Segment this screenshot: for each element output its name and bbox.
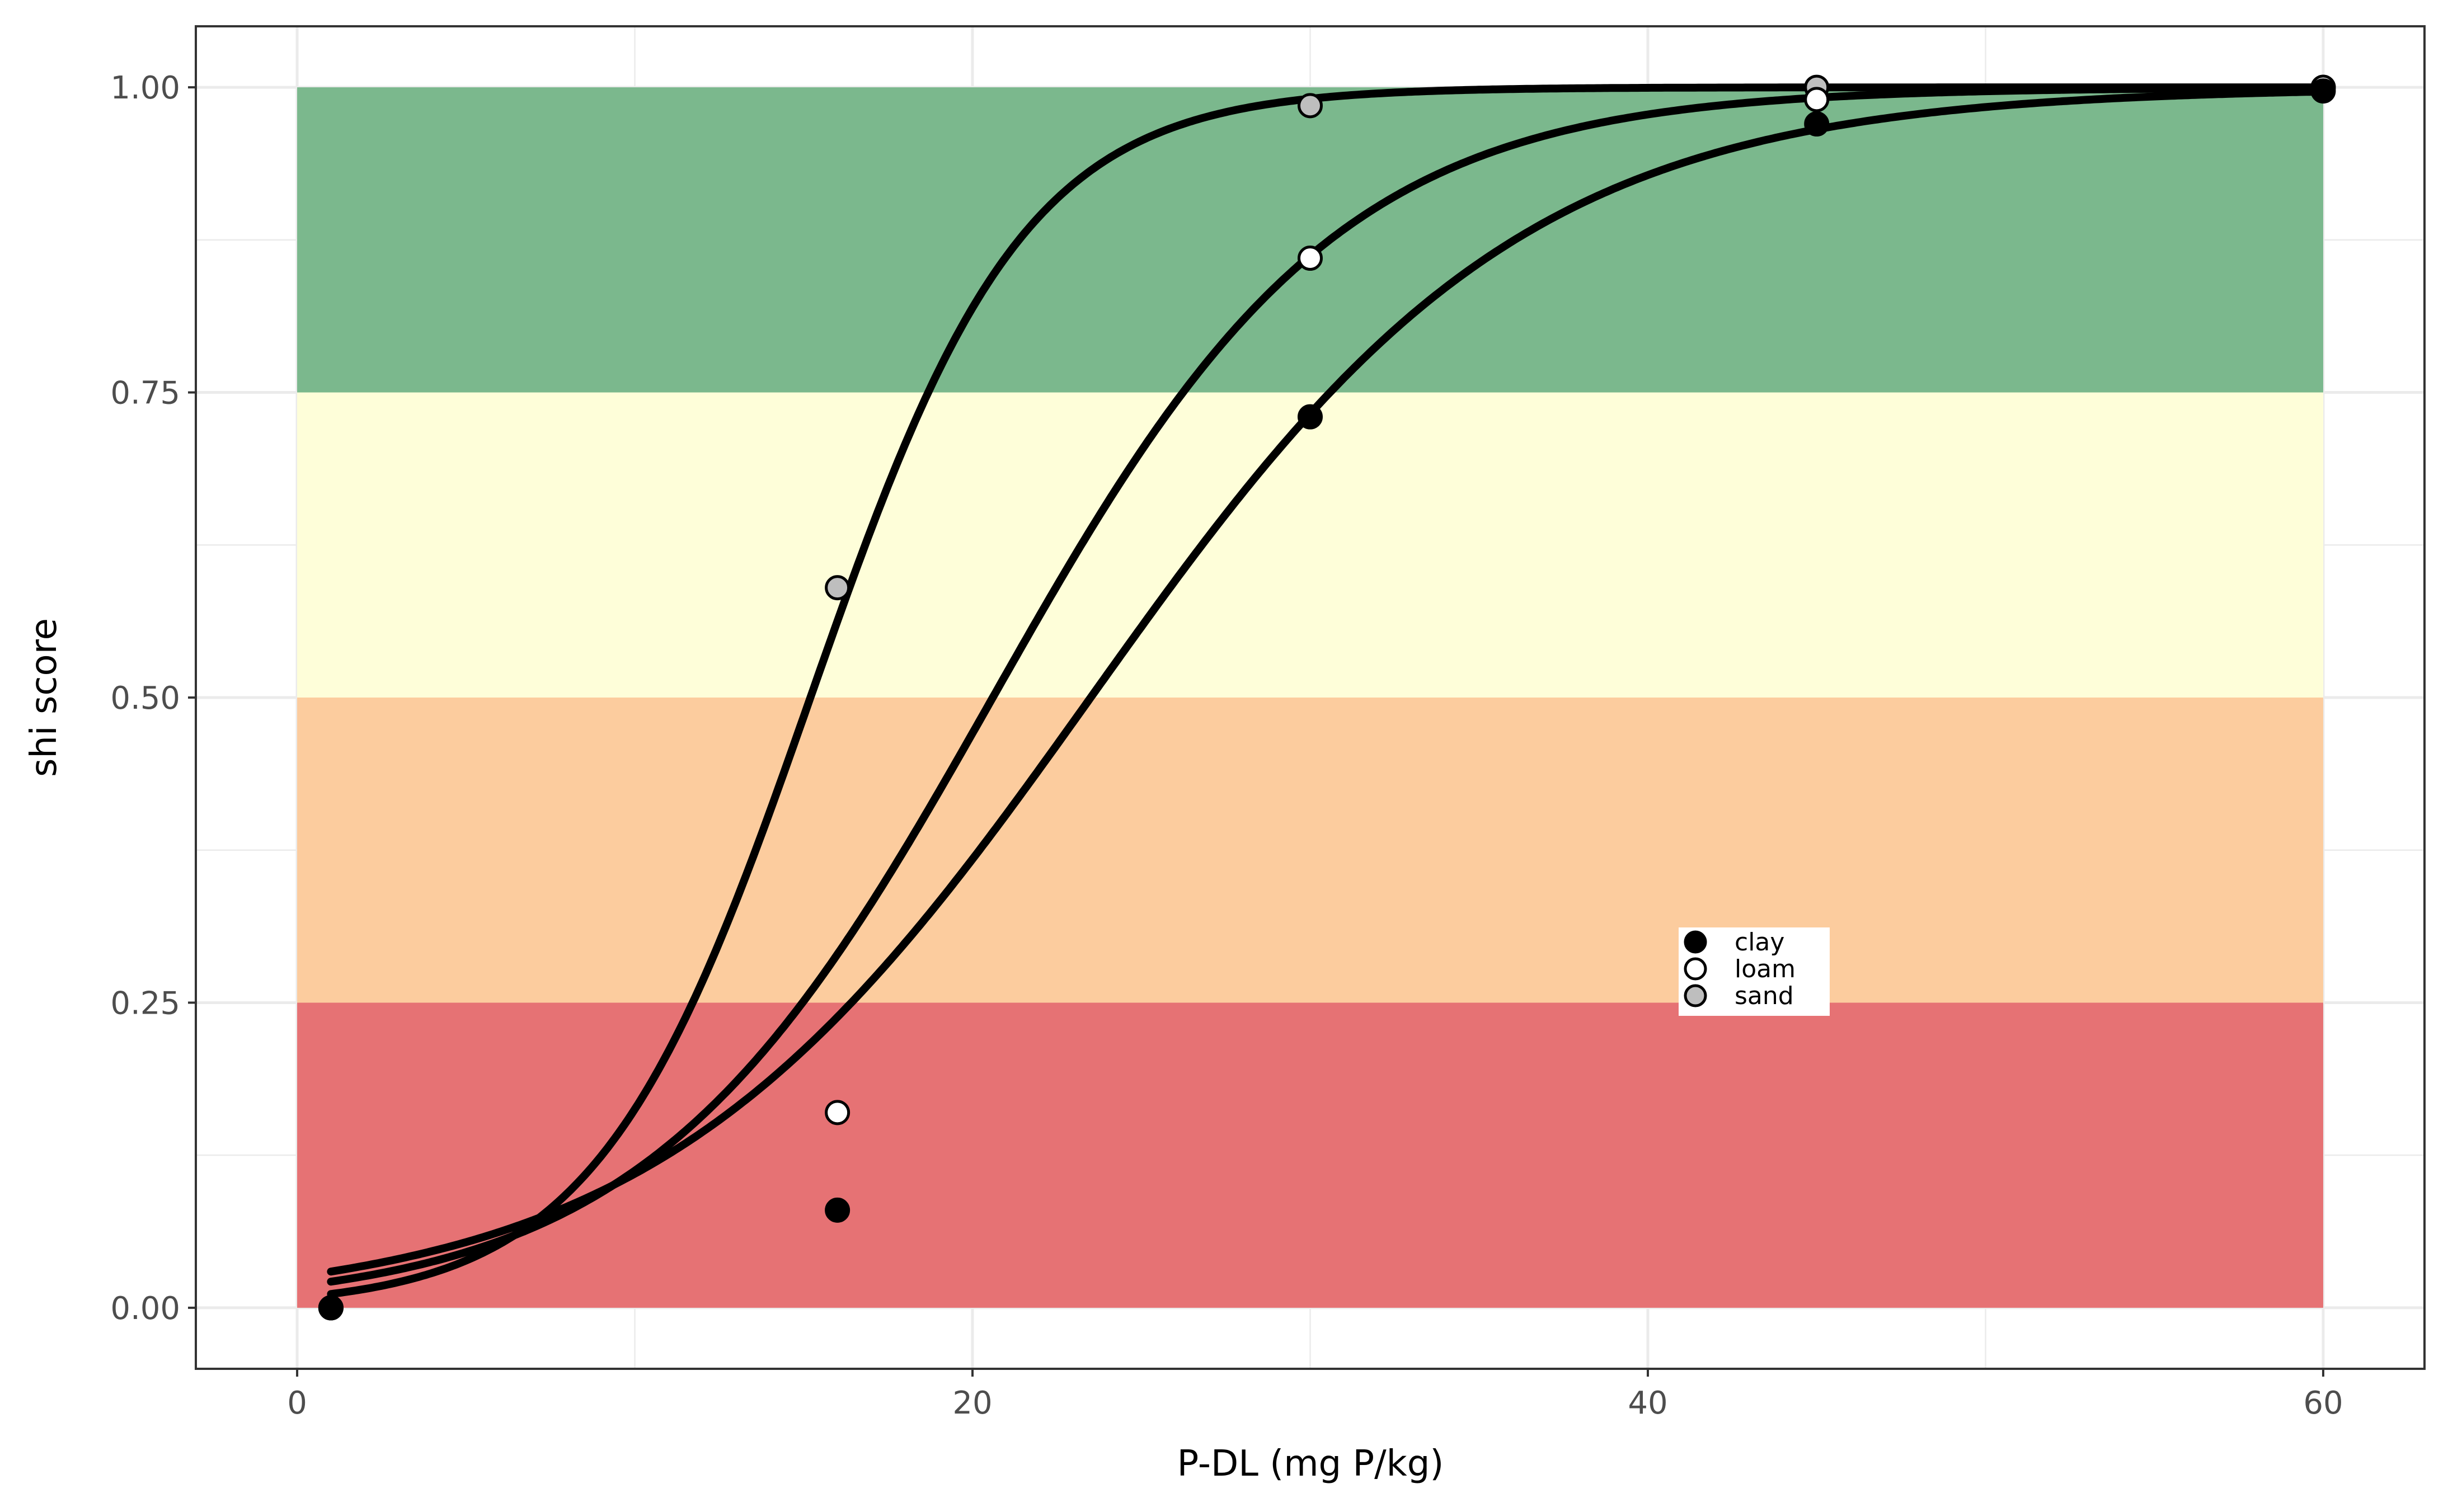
y-tick-label: 0.50 <box>110 680 180 717</box>
point-clay <box>318 1295 344 1321</box>
point-clay <box>1298 404 1323 430</box>
x-tick-label: 0 <box>287 1385 307 1421</box>
y-tick-label: 1.00 <box>110 70 180 106</box>
score-band <box>297 392 2323 698</box>
y-tick-label: 0.00 <box>110 1290 180 1327</box>
point-clay <box>825 1197 851 1223</box>
legend-label-clay: clay <box>1735 928 1784 957</box>
legend-key-sand <box>1684 984 1707 1007</box>
point-loam <box>825 1100 851 1125</box>
y-tick-label: 0.25 <box>110 985 180 1021</box>
point-sand <box>825 575 851 601</box>
x-axis-title: P-DL (mg P/kg) <box>1177 1443 1444 1485</box>
x-axis: 0 20 40 60 <box>287 1369 2343 1421</box>
x-tick-label: 40 <box>1628 1385 1667 1421</box>
score-bands <box>297 87 2323 1308</box>
point-loam <box>1804 87 1830 112</box>
point-clay <box>2310 78 2336 104</box>
score-band <box>297 698 2323 1003</box>
point-loam <box>1298 246 1323 271</box>
point-clay <box>1804 111 1830 137</box>
score-band <box>297 87 2323 393</box>
y-tick-label: 0.75 <box>110 375 180 412</box>
y-axis-title: shi score <box>24 618 65 777</box>
legend-key-loam <box>1684 957 1707 981</box>
x-tick-label: 60 <box>2303 1385 2343 1421</box>
curve-clay <box>327 87 2327 1276</box>
score-band <box>297 1002 2323 1308</box>
legend-label-sand: sand <box>1735 982 1794 1010</box>
series-curves <box>327 83 2327 1298</box>
point-sand <box>1298 93 1323 119</box>
y-axis: 0.00 0.25 0.50 0.75 1.00 <box>110 70 196 1327</box>
series-points <box>318 74 2336 1321</box>
legend-label-loam: loam <box>1735 955 1796 983</box>
curve-loam <box>327 84 2327 1286</box>
legend-key-clay <box>1684 930 1707 954</box>
x-tick-label: 20 <box>952 1385 992 1421</box>
